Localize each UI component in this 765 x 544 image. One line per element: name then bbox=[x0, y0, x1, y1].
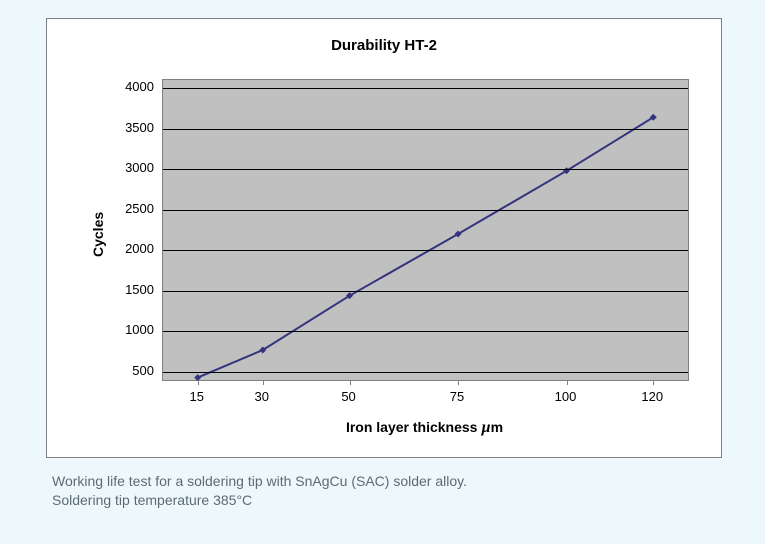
x-tick-mark bbox=[263, 380, 264, 385]
x-tick-label: 75 bbox=[437, 389, 477, 404]
x-tick-label: 100 bbox=[546, 389, 586, 404]
x-tick-label: 50 bbox=[329, 389, 369, 404]
y-tick-label: 3000 bbox=[112, 160, 154, 175]
y-grid-line bbox=[163, 210, 688, 211]
y-grid-line bbox=[163, 331, 688, 332]
x-axis-title-prefix: Iron layer thickness bbox=[346, 419, 481, 435]
x-axis-title: Iron layer thickness µm bbox=[162, 419, 687, 437]
y-grid-line bbox=[163, 129, 688, 130]
y-grid-line bbox=[163, 372, 688, 373]
x-tick-label: 30 bbox=[242, 389, 282, 404]
y-tick-label: 1000 bbox=[112, 322, 154, 337]
y-tick-label: 1500 bbox=[112, 282, 154, 297]
x-tick-label: 120 bbox=[632, 389, 672, 404]
chart-title: Durability HT-2 bbox=[47, 37, 721, 54]
x-tick-mark bbox=[653, 380, 654, 385]
y-grid-line bbox=[163, 88, 688, 89]
y-tick-label: 2500 bbox=[112, 201, 154, 216]
caption-line2: Soldering tip temperature 385°C bbox=[52, 491, 467, 510]
y-grid-line bbox=[163, 250, 688, 251]
x-tick-mark bbox=[350, 380, 351, 385]
x-tick-mark bbox=[198, 380, 199, 385]
x-tick-mark bbox=[567, 380, 568, 385]
x-tick-mark bbox=[458, 380, 459, 385]
x-tick-label: 15 bbox=[177, 389, 217, 404]
chart-frame: Durability HT-2 Cycles Iron layer thickn… bbox=[46, 18, 722, 458]
caption-line1: Working life test for a soldering tip wi… bbox=[52, 472, 467, 491]
y-tick-label: 3500 bbox=[112, 120, 154, 135]
y-tick-label: 4000 bbox=[112, 79, 154, 94]
plot-area bbox=[162, 79, 689, 381]
series-line bbox=[163, 80, 688, 380]
y-tick-label: 2000 bbox=[112, 241, 154, 256]
x-axis-title-suffix: m bbox=[491, 419, 503, 435]
caption: Working life test for a soldering tip wi… bbox=[52, 472, 467, 510]
y-axis-title: Cycles bbox=[90, 212, 106, 257]
mu-symbol: µ bbox=[481, 419, 490, 436]
y-grid-line bbox=[163, 169, 688, 170]
y-grid-line bbox=[163, 291, 688, 292]
y-tick-label: 500 bbox=[112, 363, 154, 378]
